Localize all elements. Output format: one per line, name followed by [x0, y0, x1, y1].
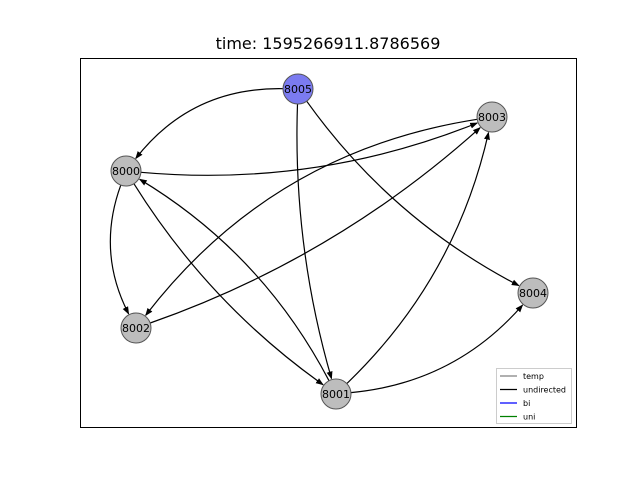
- edge-8005-to-8001: [296, 103, 333, 380]
- node-8000-circle: [110, 155, 142, 187]
- node-8004-circle: [517, 277, 549, 309]
- legend: temp undirected bi uni: [496, 368, 572, 424]
- legend-item-temp: temp: [500, 372, 544, 381]
- edge-8001-to-8003: [346, 131, 490, 385]
- node-8005-label: 8005: [284, 83, 312, 96]
- legend-label-uni: uni: [523, 413, 535, 422]
- legend-label-undirected: undirected: [523, 386, 566, 395]
- legend-item-undirected: undirected: [500, 386, 566, 395]
- node-8003-circle: [476, 101, 508, 133]
- node-8004-label: 8004: [519, 287, 547, 300]
- nodes-layer: 8005 8003 8000 8004 8002 8001: [110, 73, 549, 410]
- node-8002[interactable]: 8002: [120, 312, 152, 344]
- node-8003-label: 8003: [478, 111, 506, 124]
- node-8003[interactable]: 8003: [476, 101, 508, 133]
- legend-box: [496, 368, 572, 424]
- edge-8000-to-8003: [140, 122, 479, 176]
- node-8005[interactable]: 8005: [282, 73, 314, 105]
- node-8000[interactable]: 8000: [110, 155, 142, 187]
- node-8002-circle: [120, 312, 152, 344]
- node-8001[interactable]: 8001: [320, 378, 352, 410]
- edge-8000-to-8002: [109, 184, 130, 315]
- node-8001-circle: [320, 378, 352, 410]
- plot-frame: [80, 58, 577, 428]
- node-8001-label: 8001: [322, 388, 350, 401]
- node-8002-label: 8002: [122, 322, 150, 335]
- edge-8005-to-8004: [306, 100, 520, 287]
- edge-8001-to-8000: [138, 178, 330, 381]
- edge-8003-to-8002: [145, 118, 478, 317]
- edge-8005-to-8000: [135, 88, 284, 160]
- edge-8002-to-8003: [150, 127, 481, 324]
- edge-8001-to-8004: [350, 304, 524, 394]
- node-8004[interactable]: 8004: [517, 277, 549, 309]
- legend-item-bi: bi: [500, 399, 530, 408]
- graph-title: time: 1595266911.8786569: [216, 34, 441, 53]
- node-8000-label: 8000: [112, 165, 140, 178]
- legend-item-uni: uni: [500, 413, 535, 422]
- edge-8000-to-8001: [133, 183, 324, 386]
- node-8005-circle: [282, 73, 314, 105]
- legend-label-bi: bi: [523, 399, 530, 408]
- legend-label-temp: temp: [523, 372, 544, 381]
- edges-layer: [109, 88, 524, 394]
